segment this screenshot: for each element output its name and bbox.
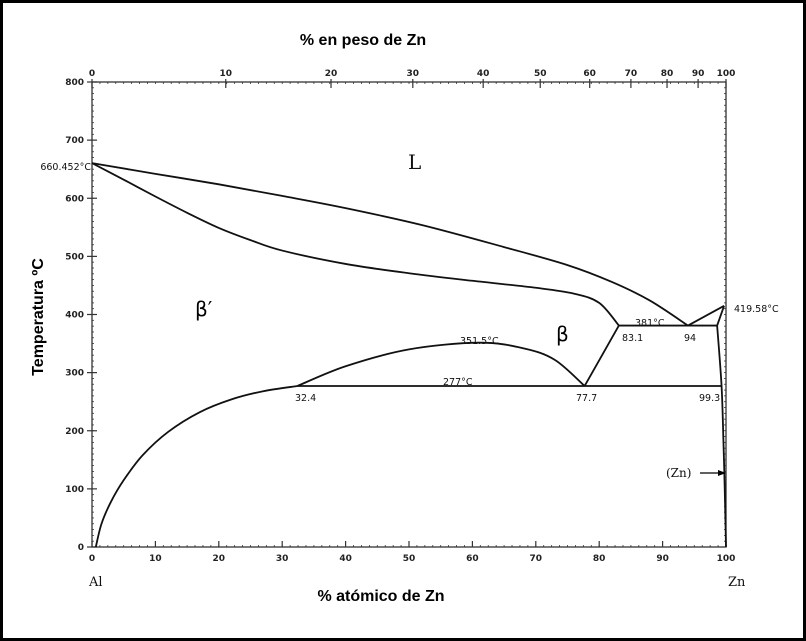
x-tick-label: 30 <box>276 554 289 564</box>
x-tick-label: 80 <box>593 554 606 564</box>
top-tick-label: 80 <box>661 69 674 79</box>
critical-point-label: 351.5°C <box>460 336 499 347</box>
x-tick-label: 70 <box>530 554 543 564</box>
phase-boundary-line <box>716 325 727 548</box>
phase-label-liquid: L <box>408 150 421 174</box>
zn-melting-label: 419.58°C <box>734 304 779 315</box>
al-melting-label: 660.452°C <box>40 162 91 173</box>
top-tick-label: 50 <box>534 69 547 79</box>
y-tick-label: 500 <box>65 252 84 262</box>
x-axis-label: % atómico de Zn <box>317 588 444 605</box>
top-tick-label: 30 <box>407 69 420 79</box>
top-tick-label: 40 <box>477 69 490 79</box>
phase-label-beta: β <box>556 322 569 346</box>
top-tick-label: 60 <box>583 69 596 79</box>
x-tick-label: 100 <box>717 554 736 564</box>
eutectoid-temp-label: 277°C <box>443 377 473 388</box>
x-tick-label: 0 <box>89 554 95 564</box>
top-tick-label: 100 <box>717 69 736 79</box>
eutectic-temp-label: 381°C <box>635 318 665 329</box>
zn-end-label: Zn <box>728 575 746 590</box>
top-tick-label: 0 <box>89 69 95 79</box>
phase-boundary-line <box>297 341 586 387</box>
y-tick-label: 400 <box>65 311 84 321</box>
top-axis-label: % en peso de Zn <box>300 32 426 49</box>
phase-boundary-line <box>583 325 620 387</box>
eutectoid-right-label: 99.3 <box>699 393 720 404</box>
phase-boundaries <box>91 162 727 548</box>
phase-boundary-line <box>94 385 298 548</box>
eutectic-comp-label: 94 <box>684 333 696 344</box>
y-tick-label: 100 <box>65 485 84 495</box>
x-tick-label: 40 <box>339 554 352 564</box>
y-tick-label: 200 <box>65 427 84 437</box>
eutectoid-left-label: 32.4 <box>295 393 316 404</box>
top-tick-label: 10 <box>220 69 233 79</box>
zn-phase-label: (Zn) <box>666 466 691 480</box>
phase-boundary-line <box>687 304 725 327</box>
axes: 0 10 20 30 40 50 60 70 80 90 100010020030040050060… <box>65 69 735 564</box>
phase-label-beta-prime: β′ <box>195 297 213 321</box>
x-tick-label: 50 <box>403 554 416 564</box>
top-tick-label: 90 <box>692 69 705 79</box>
x-tick-label: 20 <box>213 554 226 564</box>
x-tick-label: 10 <box>149 554 162 564</box>
phase-boundary-line <box>716 305 725 326</box>
y-axis-label: Temperatura ºC <box>30 258 47 376</box>
chart-svg: 0 10 20 30 40 50 60 70 80 90 100010020030040050060… <box>30 32 779 605</box>
arrow-head-icon <box>718 470 726 476</box>
monotectoid-comp-label: 83.1 <box>622 333 643 344</box>
x-tick-label: 90 <box>656 554 669 564</box>
y-tick-label: 700 <box>65 136 84 146</box>
y-tick-label: 300 <box>65 369 84 379</box>
phase-boundary-line <box>91 162 620 327</box>
y-tick-label: 600 <box>65 194 84 204</box>
x-tick-label: 60 <box>466 554 479 564</box>
phase-boundary-line <box>91 162 689 327</box>
eutectoid-mid-label: 77.7 <box>576 393 597 404</box>
top-tick-label: 20 <box>325 69 338 79</box>
al-end-label: Al <box>88 575 103 590</box>
y-tick-label: 0 <box>78 543 84 553</box>
y-tick-label: 800 <box>65 78 84 88</box>
top-tick-label: 70 <box>625 69 638 79</box>
